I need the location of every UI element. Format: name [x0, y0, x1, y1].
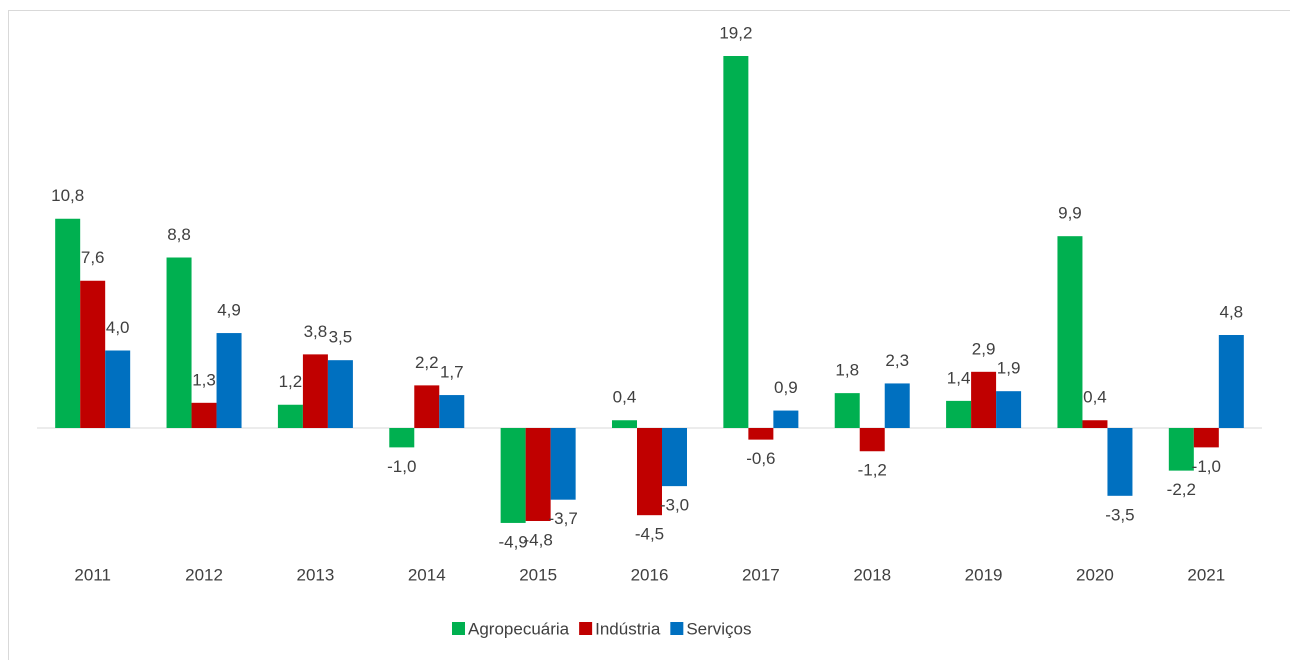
bar [834, 393, 860, 428]
data-label: 0,4 [613, 388, 637, 407]
data-label: -4,8 [523, 530, 552, 549]
bar [637, 428, 662, 516]
bar [1218, 335, 1244, 428]
bar [612, 420, 637, 428]
data-label: -1,0 [1192, 457, 1221, 476]
legend-label: Indústria [595, 619, 661, 638]
data-label: 2,2 [415, 353, 439, 372]
bar [439, 395, 465, 428]
data-label: 9,9 [1058, 204, 1082, 223]
bar [55, 218, 81, 428]
bar [414, 385, 440, 428]
data-label: 2,9 [972, 339, 996, 358]
bar [500, 428, 526, 523]
data-label: 7,6 [81, 248, 105, 267]
chart-frame [8, 10, 1290, 660]
x-tick-label: 2014 [408, 565, 446, 584]
bar [748, 428, 774, 440]
legend-label: Agropecuária [468, 619, 570, 638]
x-tick-label: 2013 [296, 565, 334, 584]
bar [884, 383, 910, 428]
bar [80, 280, 106, 428]
x-tick-label: 2021 [1187, 565, 1225, 584]
x-tick-label: 2015 [519, 565, 557, 584]
legend-swatch [452, 622, 465, 635]
data-label: 1,3 [192, 370, 216, 389]
data-label: 1,2 [279, 372, 303, 391]
data-label: -4,5 [635, 525, 664, 544]
data-label: 2,3 [885, 351, 909, 370]
x-tick-label: 2017 [742, 565, 780, 584]
bar [216, 333, 242, 428]
data-label: 19,2 [719, 23, 752, 42]
x-tick-label: 2019 [965, 565, 1003, 584]
data-label: -2,2 [1167, 480, 1196, 499]
data-label: 0,9 [774, 378, 798, 397]
data-label: -3,7 [548, 509, 577, 528]
data-label: -0,6 [746, 449, 775, 468]
data-label: -3,5 [1105, 505, 1134, 524]
x-tick-label: 2011 [74, 565, 111, 584]
bar [996, 391, 1022, 428]
x-tick-label: 2016 [631, 565, 669, 584]
bar [166, 257, 192, 428]
bar [1082, 420, 1108, 428]
bar [550, 428, 576, 500]
data-label: -1,0 [387, 457, 416, 476]
bar [105, 350, 131, 428]
data-label: 1,9 [997, 359, 1021, 378]
bar [1057, 236, 1083, 428]
legend-swatch [579, 622, 593, 635]
data-label: -1,2 [858, 461, 887, 480]
bar [1168, 428, 1194, 471]
data-label: 4,9 [217, 301, 241, 320]
legend-swatch [670, 622, 684, 635]
bar [946, 400, 972, 428]
bar [191, 402, 217, 428]
bar [662, 428, 687, 487]
data-label: 0,4 [1083, 388, 1107, 407]
bar [389, 428, 415, 448]
bar [1107, 428, 1133, 496]
data-label: 4,8 [1219, 302, 1243, 321]
bar [971, 371, 997, 428]
data-label: 3,5 [329, 328, 353, 347]
data-label: -4,9 [498, 532, 527, 551]
data-label: 10,8 [51, 186, 84, 205]
legend-label: Serviços [686, 619, 751, 638]
bar [327, 360, 353, 428]
data-label: 4,0 [106, 318, 130, 337]
x-tick-label: 2020 [1076, 565, 1114, 584]
data-label: 3,8 [304, 322, 328, 341]
bar [773, 410, 799, 428]
data-label: 1,4 [947, 368, 971, 387]
data-label: 8,8 [167, 225, 191, 244]
bar [525, 428, 551, 521]
bar [859, 428, 885, 452]
x-tick-label: 2012 [185, 565, 223, 584]
data-label: 1,7 [440, 363, 464, 382]
data-label: -3,0 [660, 496, 689, 515]
data-label: 1,8 [835, 361, 859, 380]
x-tick-label: 2018 [853, 565, 891, 584]
bar [1193, 428, 1219, 448]
bar [302, 354, 328, 428]
bar [723, 56, 749, 428]
bar [277, 404, 303, 428]
